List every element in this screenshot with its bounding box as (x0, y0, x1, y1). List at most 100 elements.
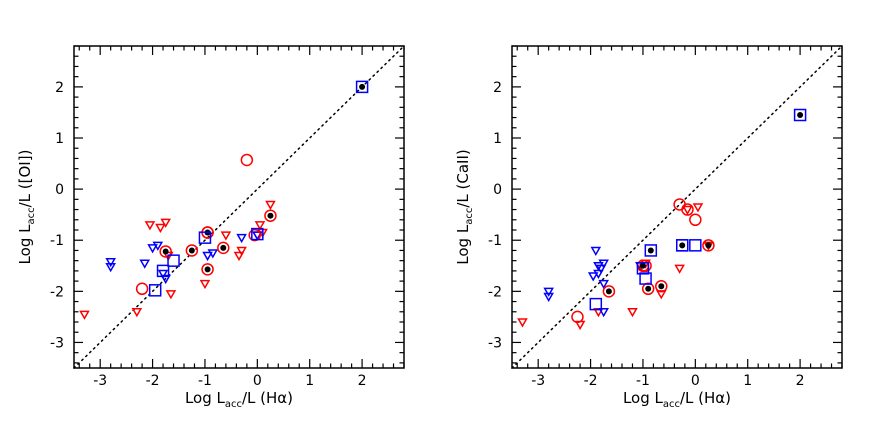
left-red-triangles-down-point (265, 200, 276, 210)
right-blue-squares-filled-dot-point (793, 108, 807, 122)
left-y-tick-label: 1 (55, 131, 64, 147)
right-x-tick-label: 0 (691, 373, 700, 389)
left-red-triangles-down-point (254, 221, 266, 231)
left-red-triangles-down-point (131, 308, 143, 318)
right-plot-frame (511, 45, 843, 369)
right-red-triangles-down-point (682, 205, 693, 216)
right-blue-squares-point (639, 272, 652, 285)
left-blue-squares-point (167, 254, 180, 267)
right-red-circles-point (673, 198, 686, 211)
left-red-circles-filled-dot-point (185, 244, 199, 257)
left-red-triangles-down-point (160, 218, 171, 228)
left-blue-triangles-down-point (252, 231, 263, 241)
right-x-tick-label: -3 (531, 373, 545, 389)
left-markers (79, 80, 369, 320)
left-red-triangles-down-point (79, 310, 90, 320)
right-red-triangles-down-point (627, 308, 638, 318)
right-red-circles-point (571, 310, 584, 324)
right-blue-triangles-down-point (543, 287, 554, 297)
right-y-axis-label: Log Lacc/L (CaII) (454, 149, 475, 264)
right-blue-triangles-down-point (593, 262, 604, 272)
left-red-circles-point (248, 228, 261, 242)
left-red-triangles-down-point (144, 221, 156, 231)
right-red-circles-point (681, 203, 694, 216)
right-y-tick-label: 2 (493, 80, 502, 96)
right-blue-triangles-down-point (543, 292, 554, 302)
right-red-circles-point (689, 213, 702, 227)
left-y-tick-label: -3 (50, 335, 64, 351)
left-blue-squares-point (198, 231, 212, 244)
left-blue-triangles-down-point (105, 263, 116, 273)
left-y-tick-label: -2 (50, 284, 64, 300)
right-blue-squares-point (589, 297, 603, 311)
right-red-circles-filled-dot-point (602, 285, 616, 298)
left-x-tick-label: -1 (198, 373, 212, 389)
right-blue-squares-point (636, 262, 650, 275)
right-blue-triangles-down-point (595, 264, 607, 274)
left-y-tick-label: 0 (55, 182, 64, 198)
right-blue-squares-filled-dot-point (675, 239, 689, 252)
left-ticks (74, 45, 405, 368)
right-markers (517, 108, 807, 331)
left-x-tick-label: 2 (358, 373, 367, 389)
right-y-tick-label: -1 (488, 233, 502, 249)
right-red-triangles-down-point (692, 203, 704, 213)
right-red-triangles-down-point (655, 290, 667, 300)
right-one-to-one-line (511, 45, 843, 369)
left-y-tick-label: -1 (50, 233, 64, 249)
right-blue-triangles-down-point (590, 246, 602, 256)
left-red-circles-point (240, 153, 254, 167)
left-blue-triangles-down-point (160, 274, 171, 285)
left-x-tick-labels: -3 -2 -1 0 1 2 (93, 373, 366, 389)
left-blue-triangles-down-point (139, 259, 151, 269)
left-red-circles-filled-dot-point (159, 245, 172, 258)
right-y-tick-label: -3 (488, 335, 502, 351)
left-y-axis-label: Log Lacc/L ([OI]) (16, 150, 37, 265)
left-y-tick-labels: -3 -2 -1 0 1 2 (50, 80, 64, 352)
left-blue-squares-point (251, 227, 264, 241)
right-x-tick-label: -2 (584, 373, 598, 389)
left-x-tick-label: -2 (146, 373, 160, 389)
left-x-tick-label: -3 (93, 373, 107, 389)
left-blue-triangles-down-point (147, 244, 158, 254)
right-x-tick-label: -1 (636, 373, 650, 389)
right-x-tick-label: 1 (743, 373, 752, 389)
right-x-tick-label: 2 (796, 373, 805, 389)
right-blue-triangles-down-point (598, 279, 609, 290)
left-red-triangles-down-point (236, 246, 247, 256)
right-y-tick-labels: -3 -2 -1 0 1 2 (488, 80, 502, 352)
left-red-triangles-down-point (165, 290, 177, 300)
left-blue-squares-filled-dot-point (355, 80, 369, 94)
right-red-triangles-down-point (517, 318, 528, 328)
left-blue-triangles-down-point (157, 269, 169, 279)
left-red-circles-filled-dot-point (217, 241, 230, 255)
left-red-circles-filled-dot-point (201, 263, 214, 276)
left-x-tick-label: 1 (305, 373, 314, 389)
right-blue-triangles-down-point (587, 272, 599, 282)
left-red-circles-filled-dot-point (264, 209, 277, 222)
left-blue-triangles-down-point (207, 249, 219, 259)
left-x-axis-label: Log Lacc/L (Hα) (185, 389, 293, 410)
right-red-triangles-down-point (593, 308, 604, 318)
right-ticks (512, 45, 843, 368)
left-red-triangles-down-point (233, 251, 245, 262)
left-plot-frame (73, 45, 405, 369)
right-blue-triangles-down-point (598, 259, 609, 269)
right-red-circles-filled-dot-point (655, 279, 668, 293)
right-x-axis-label: Log Lacc/L (Hα) (623, 389, 731, 410)
left-red-triangles-down-point (199, 279, 211, 290)
left-y-tick-label: 2 (55, 80, 64, 96)
left-panel: -3 -2 -1 0 1 2 -3 -2 -1 0 1 2 Log Lacc/L… (16, 45, 405, 410)
left-red-triangles-down-point (155, 223, 166, 233)
right-blue-squares-filled-dot-point (644, 244, 658, 257)
right-y-tick-label: 0 (493, 182, 502, 198)
left-blue-triangles-down-point (105, 257, 116, 268)
left-red-triangles-down-point (220, 231, 232, 241)
left-x-tick-label: 0 (253, 373, 262, 389)
right-red-circles-filled-dot-point (702, 239, 715, 252)
left-red-circles-point (135, 282, 149, 296)
left-blue-triangles-down-point (202, 251, 213, 262)
left-blue-squares-point (148, 284, 162, 297)
right-y-tick-label: -2 (488, 284, 502, 300)
right-blue-squares-point (689, 239, 702, 252)
